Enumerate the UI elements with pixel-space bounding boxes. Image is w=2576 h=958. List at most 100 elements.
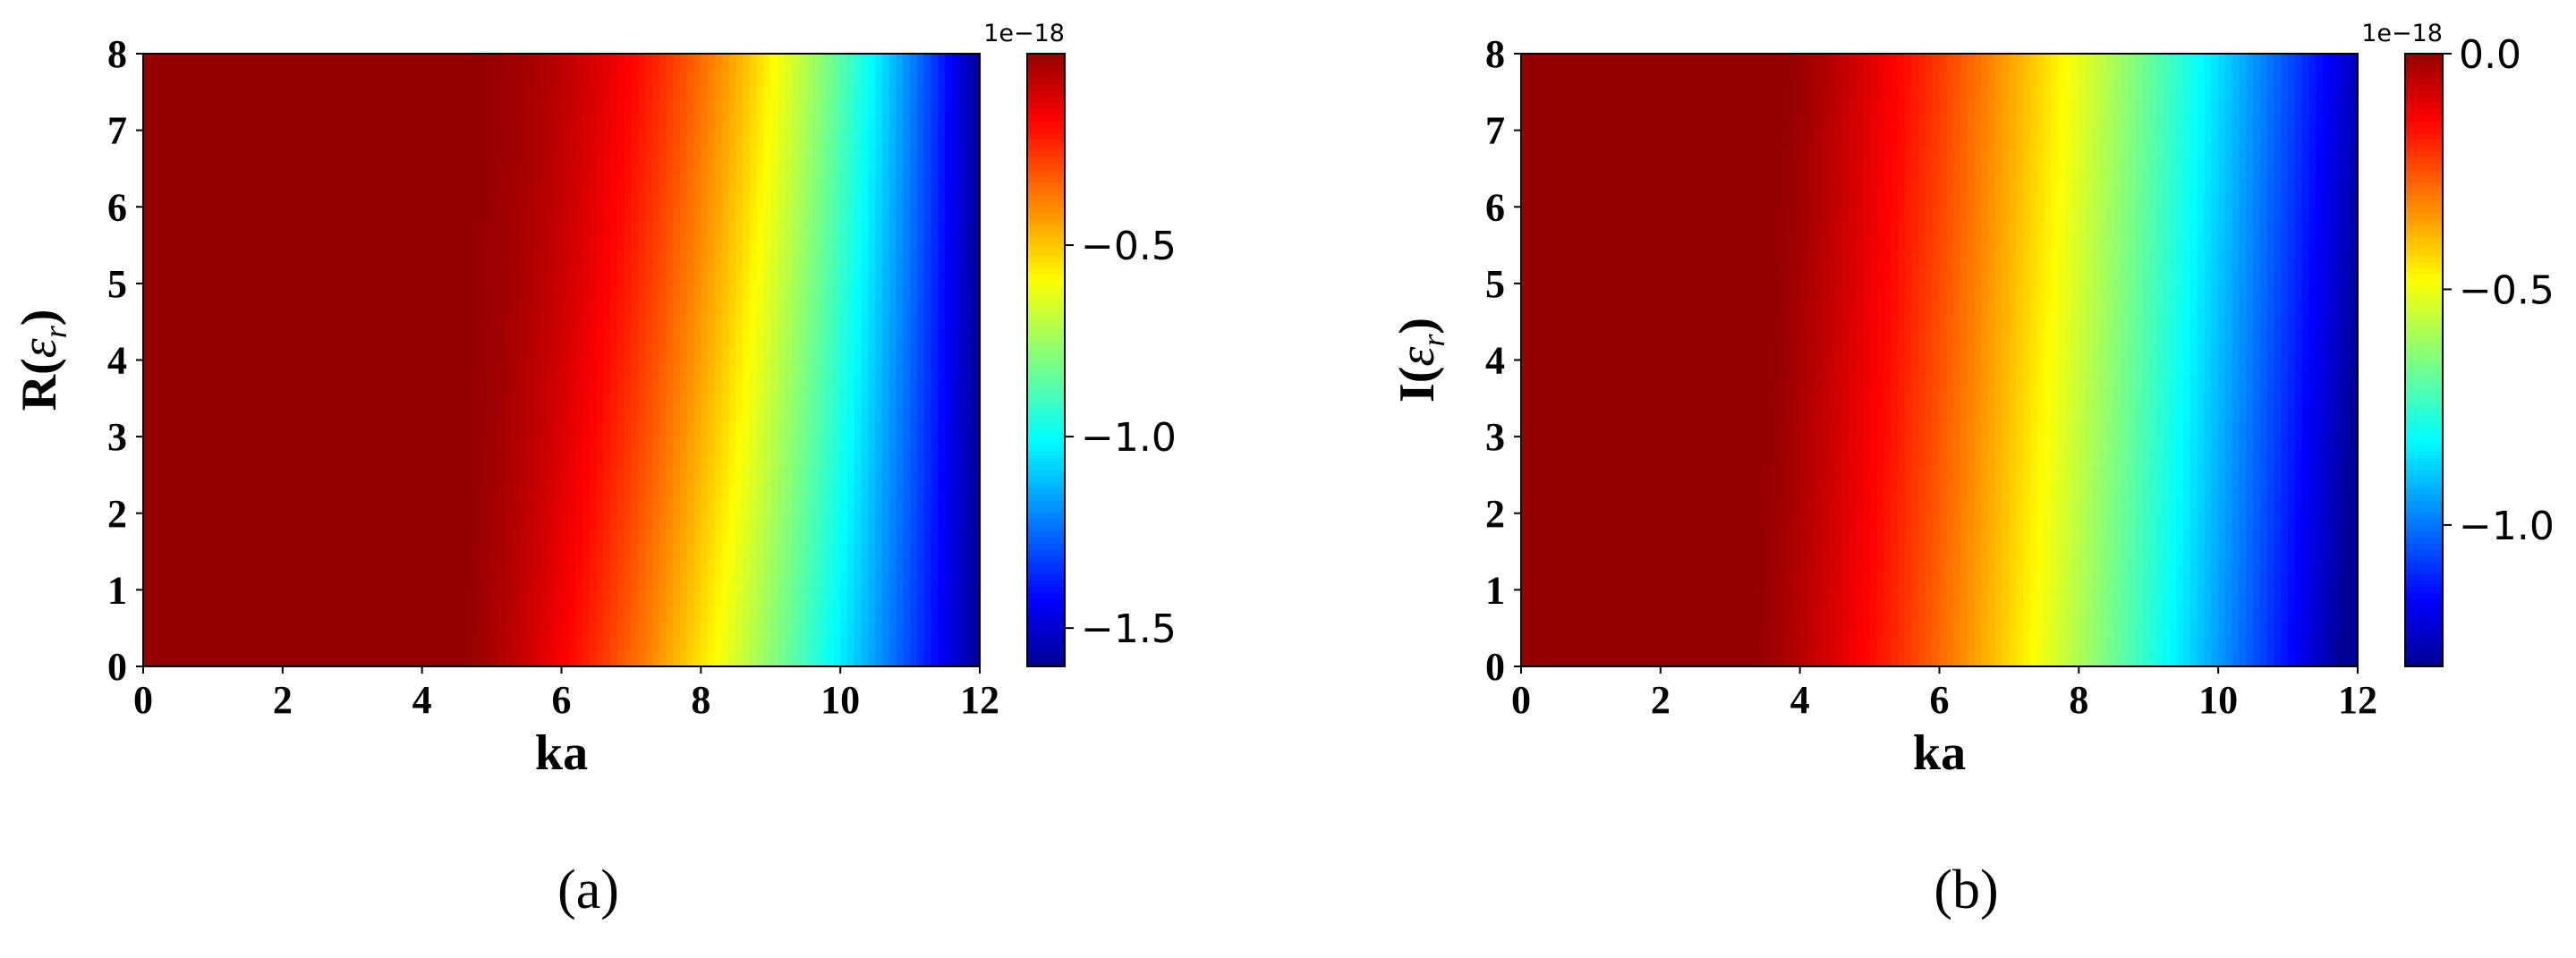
heatmap-cell [714,589,723,606]
heatmap-cell [171,237,179,254]
heatmap-cell [387,360,395,377]
heatmap-cell [659,528,667,545]
heatmap-cell [791,114,800,131]
heatmap-cell [721,145,730,162]
heatmap-cell [219,283,228,300]
heatmap-cell [812,145,820,162]
heatmap-cell [763,54,771,70]
heatmap-cell [540,405,548,422]
heatmap-cell [708,207,716,223]
heatmap-cell [317,544,326,560]
heatmap-cell [234,329,242,345]
heatmap-cell [310,237,319,254]
heatmap-cell [973,69,981,85]
heatmap-cell [686,176,695,192]
heatmap-cell [143,528,151,545]
heatmap-cell [471,329,479,345]
heatmap-cell [241,114,249,131]
heatmap-cell [456,191,465,208]
heatmap-cell [568,145,576,162]
heatmap-cell [554,605,563,622]
heatmap-cell [414,99,423,116]
heatmap-cell [344,84,353,100]
heatmap-cell [708,114,716,131]
heatmap-cell [254,283,263,300]
heatmap-cell [673,513,681,530]
heatmap-cell [958,299,967,315]
heatmap-cell [276,589,284,606]
heatmap-cell [916,329,925,345]
heatmap-cell [743,421,751,437]
heatmap-cell [784,114,793,131]
heatmap-cell [735,482,744,499]
heatmap-cell [317,54,326,70]
heatmap-cell [303,267,311,284]
heatmap-cell [303,299,311,315]
heatmap-cell [254,299,263,315]
heatmap-cell [624,437,633,453]
heatmap-cell [429,145,437,162]
heatmap-cell [666,252,674,269]
heatmap-cell [554,283,563,300]
heatmap-cell [686,650,695,667]
heatmap-cell [923,544,932,560]
heatmap-cell [666,360,674,377]
heatmap-cell [721,635,730,652]
heatmap-cell [770,283,778,300]
heatmap-cell [714,360,723,377]
heatmap-cell [659,207,667,223]
heatmap-cell [373,114,381,131]
heatmap-cell [854,497,863,514]
heatmap-cell [916,130,925,147]
heatmap-cell [875,130,883,147]
heatmap-cell [916,390,925,407]
heatmap-cell [596,252,604,269]
heatmap-cell [721,222,730,239]
heatmap-cell [394,130,402,147]
heatmap-cell [666,267,674,284]
heatmap-cell [191,329,200,345]
heatmap-cell [582,482,591,499]
heatmap-cell [916,620,925,637]
heatmap-cell [693,176,701,192]
heatmap-cell [463,375,472,392]
heatmap-cell [693,635,701,652]
heatmap-cell [421,650,430,667]
heatmap-cell [805,360,813,377]
heatmap-cell [616,222,625,239]
heatmap-cell [846,482,855,499]
heatmap-cell [206,54,214,70]
heatmap-cell [616,589,625,606]
heatmap-cell [616,605,625,622]
heatmap-cell [833,405,841,422]
heatmap-cell [958,283,967,300]
heatmap-cell [171,513,179,530]
heatmap-cell [164,344,172,361]
heatmap-cell [143,84,151,100]
heatmap-cell [366,605,374,622]
heatmap-cell [846,574,855,590]
heatmap-cell [547,207,556,223]
heatmap-cell [289,54,298,70]
heatmap-cell [945,176,953,192]
heatmap-cell [603,344,611,361]
heatmap-cell [373,176,381,192]
heatmap-cell [603,497,611,514]
heatmap-cell [206,482,214,499]
heatmap-cell [184,207,193,223]
heatmap-cell [610,176,618,192]
heatmap-cell [157,605,165,622]
heatmap-cell [547,176,556,192]
colorbar-segment [1027,108,1065,116]
heatmap-cell [436,437,444,453]
heatmap-cell [276,620,284,637]
heatmap-cell [756,620,765,637]
heatmap-cell [344,160,353,177]
heatmap-cell [331,207,339,223]
heatmap-cell [484,544,493,560]
heatmap-cell [951,544,960,560]
heatmap-cell [659,329,667,345]
heatmap-cell [916,528,925,545]
heatmap-cell [651,130,660,147]
heatmap-cell [673,329,681,345]
